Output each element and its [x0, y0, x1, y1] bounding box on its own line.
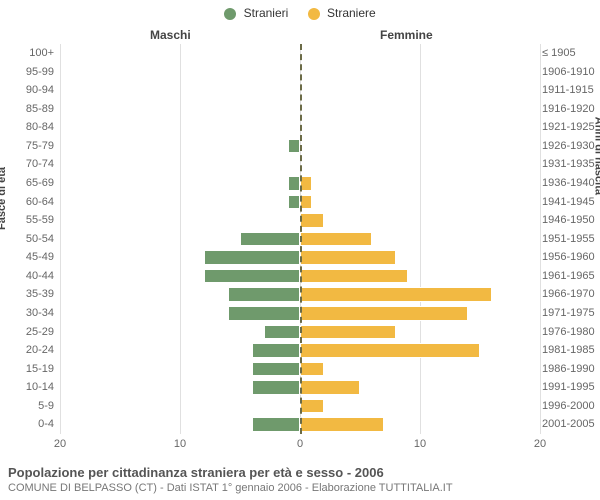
- bar-female: [300, 343, 480, 358]
- age-label: 35-39: [10, 285, 54, 304]
- bar-male: [204, 250, 300, 265]
- age-label: 55-59: [10, 211, 54, 230]
- birth-year-label: 1906-1910: [542, 63, 596, 82]
- column-title-left: Maschi: [150, 28, 191, 42]
- birth-year-label: 2001-2005: [542, 415, 596, 434]
- caption-title: Popolazione per cittadinanza straniera p…: [8, 465, 592, 480]
- age-label: 45-49: [10, 248, 54, 267]
- birth-year-label: 1981-1985: [542, 341, 596, 360]
- age-label: 70-74: [10, 155, 54, 174]
- x-tick-label: 20: [54, 438, 66, 450]
- age-label: 80-84: [10, 118, 54, 137]
- x-tick-label: 10: [174, 438, 186, 450]
- birth-year-label: 1996-2000: [542, 397, 596, 416]
- bar-male: [252, 343, 300, 358]
- age-label: 60-64: [10, 193, 54, 212]
- legend: Stranieri Straniere: [0, 6, 600, 20]
- birth-year-label: 1926-1930: [542, 137, 596, 156]
- legend-female-label: Straniere: [327, 6, 376, 20]
- bar-female: [300, 213, 324, 228]
- legend-female-swatch: [308, 8, 320, 20]
- birth-year-label: 1951-1955: [542, 230, 596, 249]
- bar-male: [288, 195, 300, 210]
- birth-year-label: 1991-1995: [542, 378, 596, 397]
- birth-year-label: 1961-1965: [542, 267, 596, 286]
- bar-male: [288, 176, 300, 191]
- birth-year-label: 1936-1940: [542, 174, 596, 193]
- bar-female: [300, 287, 492, 302]
- legend-male-label: Stranieri: [244, 6, 289, 20]
- bar-female: [300, 232, 372, 247]
- birth-year-label: 1921-1925: [542, 118, 596, 137]
- bar-female: [300, 306, 468, 321]
- center-line: [300, 44, 302, 434]
- birth-year-label: 1966-1970: [542, 285, 596, 304]
- bar-female: [300, 417, 384, 432]
- birth-year-label: 1911-1915: [542, 81, 596, 100]
- bar-male: [252, 380, 300, 395]
- bar-female: [300, 399, 324, 414]
- age-label: 30-34: [10, 304, 54, 323]
- birth-year-label: 1946-1950: [542, 211, 596, 230]
- bar-female: [300, 250, 396, 265]
- birth-year-label: 1976-1980: [542, 323, 596, 342]
- caption: Popolazione per cittadinanza straniera p…: [8, 465, 592, 494]
- bar-male: [252, 362, 300, 377]
- age-label: 90-94: [10, 81, 54, 100]
- legend-female: Straniere: [308, 6, 376, 20]
- legend-male: Stranieri: [224, 6, 288, 20]
- grid-line: [540, 44, 541, 434]
- birth-year-label: 1971-1975: [542, 304, 596, 323]
- plot-area: 201001020100+≤ 190595-991906-191090-9419…: [60, 44, 540, 434]
- bar-female: [300, 325, 396, 340]
- bar-male: [228, 287, 300, 302]
- bar-female: [300, 269, 408, 284]
- birth-year-label: 1941-1945: [542, 193, 596, 212]
- age-label: 5-9: [10, 397, 54, 416]
- age-label: 65-69: [10, 174, 54, 193]
- birth-year-label: 1916-1920: [542, 100, 596, 119]
- age-label: 20-24: [10, 341, 54, 360]
- bar-male: [228, 306, 300, 321]
- age-label: 0-4: [10, 415, 54, 434]
- chart-container: Stranieri Straniere Maschi Femmine Fasce…: [0, 0, 600, 500]
- bar-male: [264, 325, 300, 340]
- bar-female: [300, 380, 360, 395]
- bar-male: [204, 269, 300, 284]
- age-label: 40-44: [10, 267, 54, 286]
- legend-male-swatch: [224, 8, 236, 20]
- age-label: 85-89: [10, 100, 54, 119]
- age-label: 100+: [10, 44, 54, 63]
- y-axis-left-title: Fasce di età: [0, 167, 8, 230]
- age-label: 15-19: [10, 360, 54, 379]
- birth-year-label: 1986-1990: [542, 360, 596, 379]
- age-label: 75-79: [10, 137, 54, 156]
- x-tick-label: 10: [414, 438, 426, 450]
- column-title-right: Femmine: [380, 28, 433, 42]
- bar-female: [300, 362, 324, 377]
- birth-year-label: ≤ 1905: [542, 44, 596, 63]
- bar-male: [240, 232, 300, 247]
- bar-male: [252, 417, 300, 432]
- x-tick-label: 20: [534, 438, 546, 450]
- x-tick-label: 0: [297, 438, 303, 450]
- bar-male: [288, 139, 300, 154]
- age-label: 25-29: [10, 323, 54, 342]
- birth-year-label: 1956-1960: [542, 248, 596, 267]
- age-label: 50-54: [10, 230, 54, 249]
- age-label: 95-99: [10, 63, 54, 82]
- birth-year-label: 1931-1935: [542, 155, 596, 174]
- caption-sub: COMUNE DI BELPASSO (CT) - Dati ISTAT 1° …: [8, 482, 592, 494]
- age-label: 10-14: [10, 378, 54, 397]
